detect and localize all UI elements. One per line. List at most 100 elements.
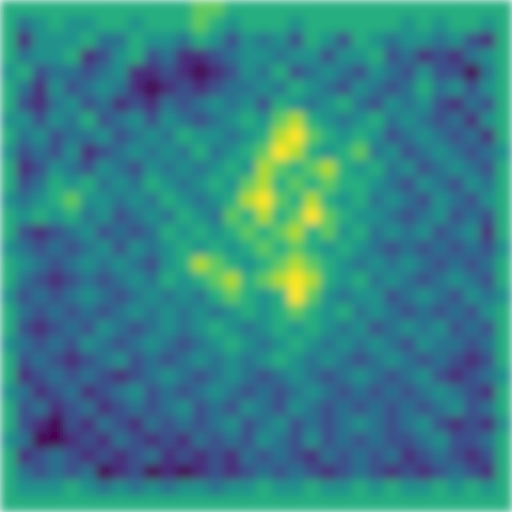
heatmap-cell xyxy=(336,160,353,177)
heatmap-cell xyxy=(48,320,65,337)
heatmap-cell xyxy=(112,368,129,385)
heatmap-cell xyxy=(368,96,385,113)
heatmap-cell xyxy=(416,496,433,512)
heatmap-cell xyxy=(32,320,49,337)
heatmap-cell xyxy=(144,128,161,145)
heatmap-cell xyxy=(240,240,257,257)
heatmap-cell xyxy=(464,0,481,17)
heatmap-cell xyxy=(160,336,177,353)
heatmap-cell xyxy=(400,16,417,33)
heatmap-cell xyxy=(464,80,481,97)
heatmap-cell xyxy=(16,320,33,337)
heatmap-cell xyxy=(432,368,449,385)
heatmap-cell xyxy=(400,240,417,257)
heatmap-cell xyxy=(0,80,17,97)
heatmap-cell xyxy=(16,448,33,465)
heatmap-cell xyxy=(288,0,305,17)
heatmap-cell xyxy=(176,384,193,401)
heatmap-cell xyxy=(448,160,465,177)
heatmap-cell xyxy=(64,336,81,353)
heatmap-cell xyxy=(192,272,209,289)
heatmap-cell xyxy=(464,192,481,209)
heatmap-cell xyxy=(0,400,17,417)
heatmap-cell xyxy=(496,336,512,353)
heatmap-cell xyxy=(368,240,385,257)
heatmap-cell xyxy=(496,432,512,449)
heatmap-cell xyxy=(384,368,401,385)
heatmap-cell xyxy=(48,336,65,353)
heatmap-cell xyxy=(496,480,512,497)
heatmap-cell xyxy=(64,432,81,449)
heatmap-cell xyxy=(288,160,305,177)
heatmap-cell xyxy=(240,336,257,353)
heatmap-cell xyxy=(304,496,321,512)
heatmap-cell xyxy=(160,192,177,209)
heatmap-cell xyxy=(480,288,497,305)
heatmap-cell xyxy=(192,80,209,97)
heatmap-cell xyxy=(144,80,161,97)
heatmap-cell xyxy=(480,112,497,129)
heatmap-cell xyxy=(496,176,512,193)
heatmap-cell xyxy=(352,96,369,113)
heatmap-cell xyxy=(32,64,49,81)
heatmap-cell xyxy=(144,432,161,449)
heatmap-cell xyxy=(144,272,161,289)
heatmap-cell xyxy=(272,288,289,305)
heatmap-cell xyxy=(208,272,225,289)
heatmap-cell xyxy=(336,368,353,385)
heatmap-cell xyxy=(384,0,401,17)
heatmap-cell xyxy=(16,368,33,385)
heatmap-cell xyxy=(400,112,417,129)
heatmap-cell xyxy=(320,288,337,305)
heatmap-cell xyxy=(224,384,241,401)
heatmap-cell xyxy=(208,288,225,305)
heatmap-cell xyxy=(48,64,65,81)
heatmap-cell xyxy=(480,480,497,497)
heatmap-cell xyxy=(224,432,241,449)
heatmap-cell xyxy=(208,0,225,17)
heatmap-cell xyxy=(16,176,33,193)
heatmap-cell xyxy=(16,208,33,225)
heatmap-cell xyxy=(32,96,49,113)
heatmap-cell xyxy=(160,384,177,401)
heatmap-cell xyxy=(0,256,17,273)
heatmap-cell xyxy=(160,368,177,385)
heatmap-cell xyxy=(352,416,369,433)
heatmap-cell xyxy=(208,352,225,369)
heatmap-cell xyxy=(480,464,497,481)
heatmap-cell xyxy=(112,128,129,145)
heatmap-cell xyxy=(32,192,49,209)
heatmap-cell xyxy=(224,160,241,177)
heatmap-cell xyxy=(480,64,497,81)
heatmap-cell xyxy=(48,256,65,273)
heatmap-cell xyxy=(480,160,497,177)
heatmap-cell xyxy=(64,0,81,17)
heatmap-cell xyxy=(384,256,401,273)
heatmap-cell xyxy=(320,64,337,81)
heatmap-cell xyxy=(400,176,417,193)
heatmap-cell xyxy=(144,480,161,497)
heatmap-cell xyxy=(176,320,193,337)
heatmap-cell xyxy=(288,416,305,433)
heatmap-cell xyxy=(176,192,193,209)
heatmap-cell xyxy=(288,432,305,449)
heatmap-cell xyxy=(432,480,449,497)
heatmap-cell xyxy=(48,464,65,481)
heatmap-cell xyxy=(128,64,145,81)
heatmap-cell xyxy=(64,80,81,97)
heatmap-cell xyxy=(48,368,65,385)
heatmap-cell xyxy=(352,128,369,145)
heatmap-cell xyxy=(208,320,225,337)
heatmap-cell xyxy=(496,112,512,129)
heatmap-cell xyxy=(192,240,209,257)
heatmap-cell xyxy=(384,272,401,289)
heatmap-cell xyxy=(304,368,321,385)
heatmap-cell xyxy=(64,144,81,161)
heatmap-cell xyxy=(16,144,33,161)
heatmap-cell xyxy=(352,208,369,225)
heatmap-cell xyxy=(144,256,161,273)
heatmap-cell xyxy=(160,496,177,512)
heatmap-cell xyxy=(304,416,321,433)
heatmap-cell xyxy=(80,224,97,241)
heatmap-cell xyxy=(0,32,17,49)
